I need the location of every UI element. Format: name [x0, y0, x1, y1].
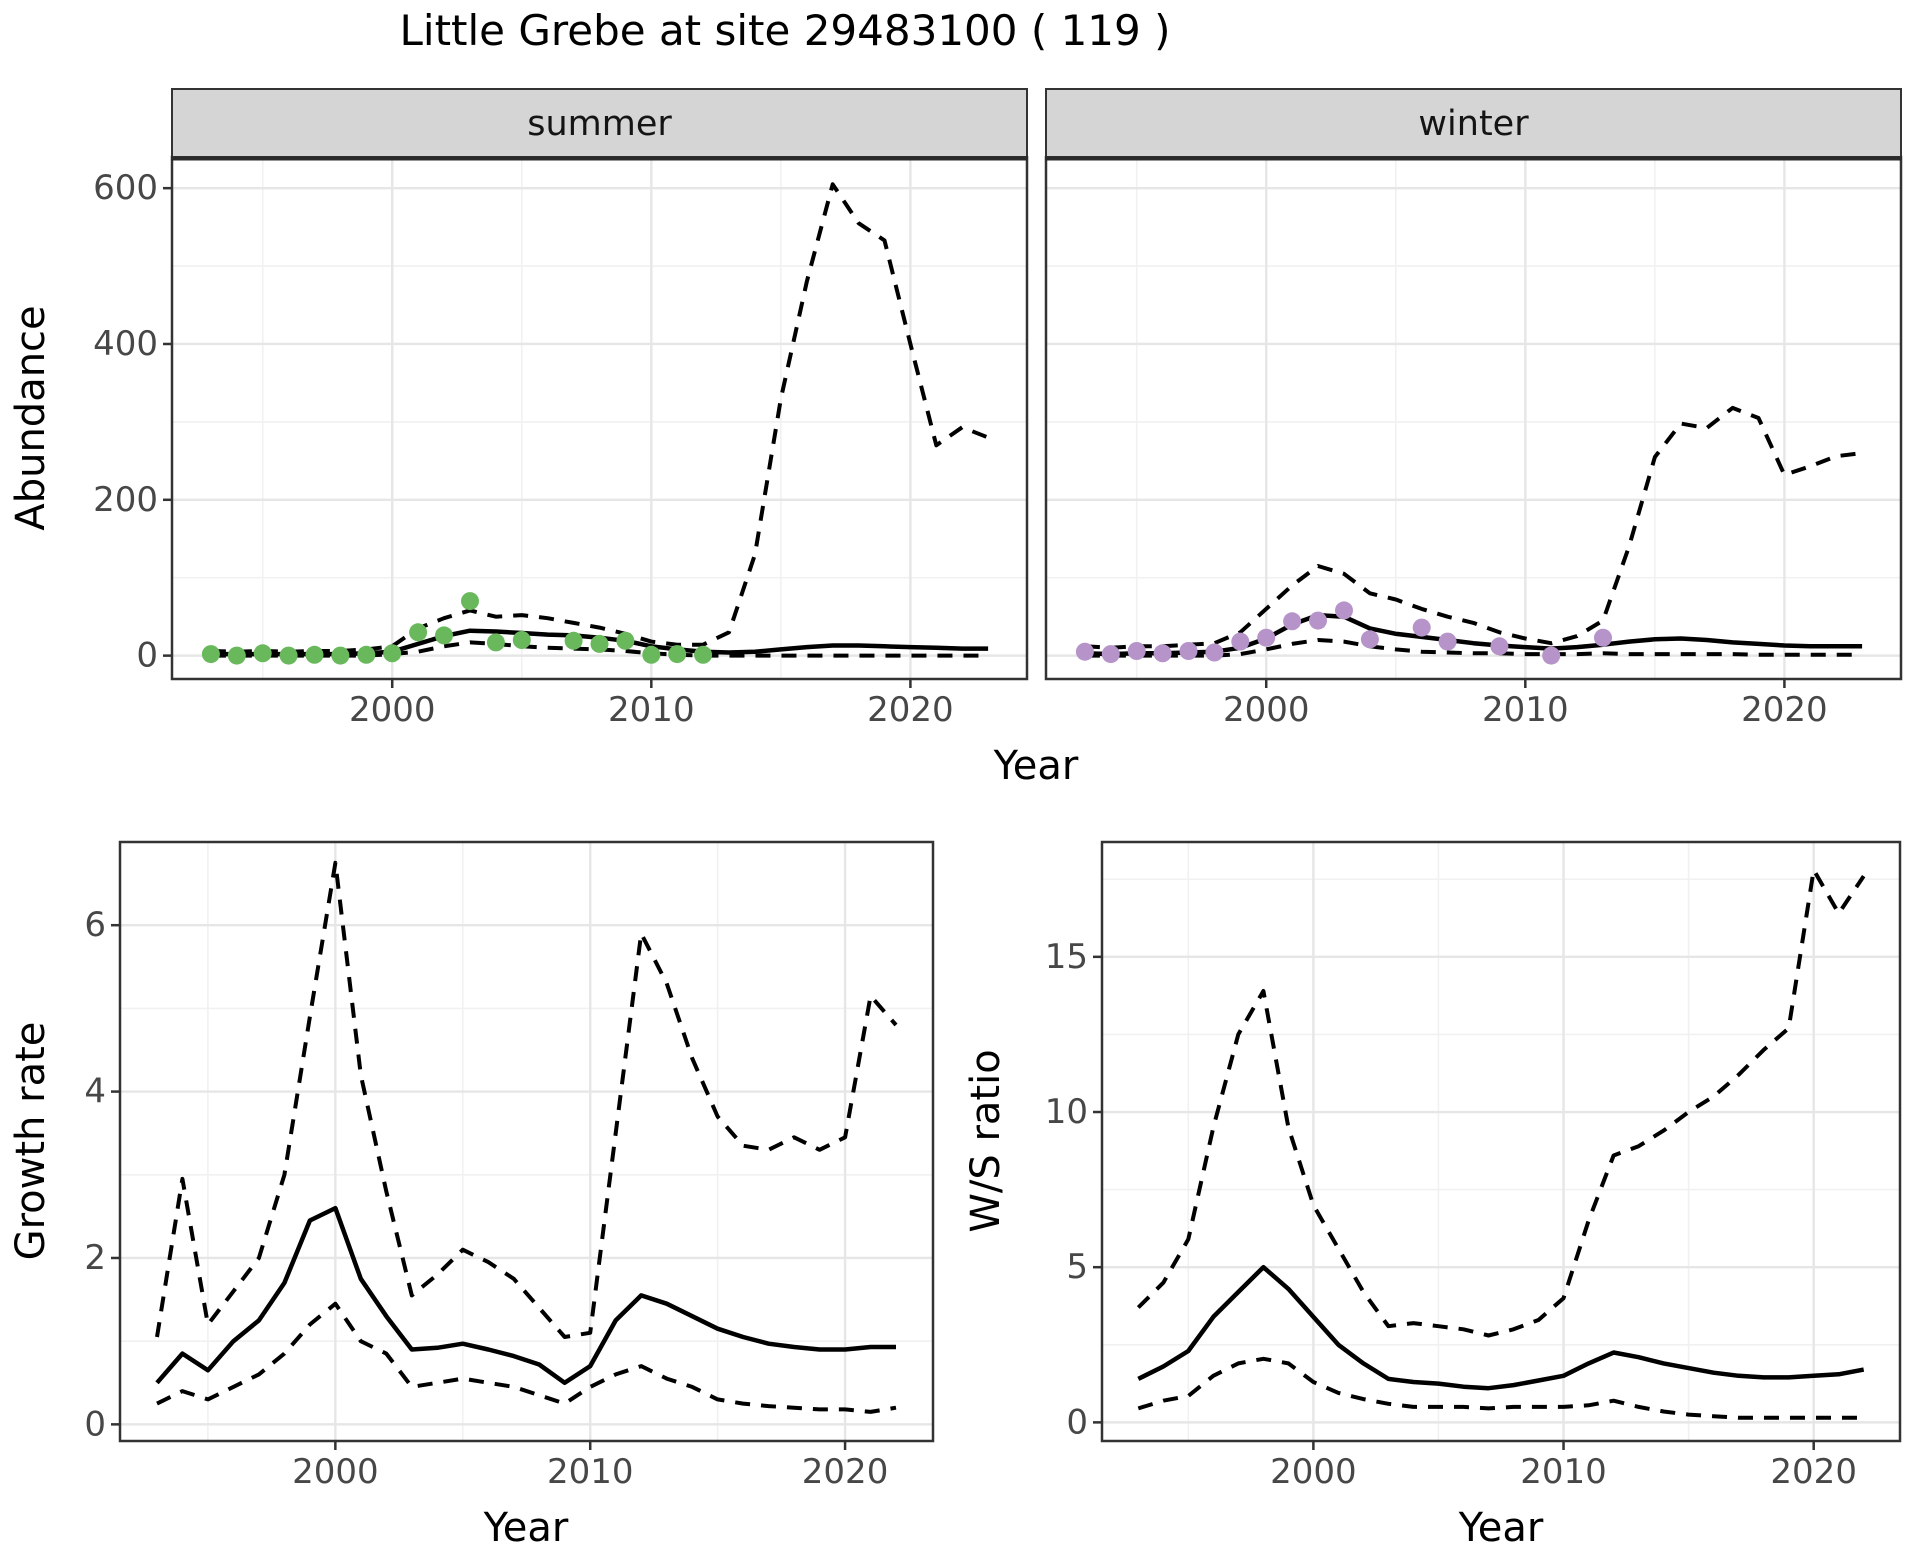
facet-strip-box: [1045, 88, 1902, 158]
panel-background: [120, 842, 933, 1441]
x-tick-label: 2000: [292, 1452, 379, 1492]
panel-abundance-winter: 2000 2010 2020: [1044, 155, 1903, 730]
observed-point: [1205, 643, 1224, 662]
y-tick-label: 0: [136, 636, 158, 676]
x-axis-title-ws-ratio: Year: [1458, 1505, 1544, 1551]
panel-border: [118, 840, 935, 1443]
panel-ws-ratio: 2000 2010 2020 0 5 10 15: [1045, 840, 1902, 1492]
x-tick-label: 2010: [1520, 1452, 1607, 1492]
y-tick-label: 2: [84, 1238, 106, 1278]
upper-ci-line: [155, 860, 898, 1339]
figure-title: Little Grebe at site 29483100 ( 119 ): [399, 6, 1171, 55]
lower-ci-line: [1084, 638, 1863, 658]
observed-point: [1438, 632, 1457, 651]
observed-point: [1153, 644, 1172, 663]
y-tick-label: 10: [1045, 1092, 1088, 1132]
observed-point: [1075, 642, 1094, 661]
observed-point: [1412, 618, 1431, 637]
observed-point: [668, 645, 687, 664]
observed-point: [227, 646, 246, 665]
lower-ci-line: [156, 1301, 897, 1414]
observed-point: [642, 645, 661, 664]
median-line: [155, 1205, 896, 1386]
median-line: [1137, 1264, 1865, 1391]
observed-point: [1257, 628, 1276, 647]
observed-point: [1309, 611, 1327, 630]
observed-point: [409, 623, 428, 642]
facet-strip-box: [171, 88, 1028, 158]
panel-abundance-summer: 2000 2010 2020 0 200 400 600: [93, 155, 1029, 730]
observed-point: [1179, 642, 1198, 660]
observed-point: [1335, 601, 1353, 620]
y-axis-title-ws-ratio: W/S ratio: [963, 1049, 1009, 1232]
x-tick-label: 2010: [547, 1452, 634, 1492]
x-tick-label: 2000: [1270, 1452, 1357, 1492]
y-tick-label: 600: [93, 168, 158, 208]
observed-point: [253, 644, 272, 663]
observed-point: [616, 631, 635, 650]
observed-point: [1360, 630, 1379, 649]
x-tick-label: 2000: [1223, 690, 1310, 730]
x-tick-label: 2010: [1482, 690, 1569, 730]
panel-background: [1046, 157, 1901, 679]
y-tick-label: 4: [84, 1072, 106, 1112]
x-tick-label: 2020: [1770, 1452, 1857, 1492]
observed-point: [435, 626, 453, 645]
x-tick-label: 2020: [1741, 690, 1828, 730]
x-tick-label: 2000: [349, 690, 436, 730]
upper-ci-line: [1084, 405, 1863, 650]
upper-ci-line: [1136, 867, 1866, 1338]
observed-point: [486, 633, 505, 652]
panel-growth-rate: 2000 2010 2020 0 2 4 6: [84, 840, 935, 1492]
y-tick-label: 200: [93, 480, 158, 520]
observed-point: [1490, 637, 1509, 656]
facet-strip-winter: winter: [1045, 88, 1902, 161]
panel-border: [1100, 840, 1902, 1443]
observed-point: [564, 631, 583, 650]
facet-strip-label-winter: winter: [1418, 104, 1529, 144]
lower-ci-line: [1137, 1356, 1864, 1420]
upper-ci-line: [210, 182, 989, 654]
x-tick-label: 2010: [608, 690, 695, 730]
observed-point: [305, 645, 324, 664]
observed-point: [1231, 632, 1250, 651]
x-tick-label: 2020: [867, 690, 954, 730]
y-tick-label: 0: [84, 1404, 106, 1444]
observed-point: [201, 645, 220, 664]
observed-point: [590, 634, 609, 653]
observed-point: [331, 646, 350, 665]
y-axis-title-growth-rate: Growth rate: [8, 1022, 54, 1261]
x-axis-title-growth-rate: Year: [483, 1505, 569, 1551]
observed-point: [279, 646, 298, 665]
observed-point: [512, 631, 531, 649]
observed-point: [1594, 628, 1612, 647]
y-tick-label: 5: [1066, 1247, 1088, 1287]
observed-point: [1101, 645, 1120, 664]
observed-point: [694, 645, 713, 664]
y-axis-title-abundance: Abundance: [8, 305, 54, 530]
y-tick-label: 0: [1066, 1402, 1088, 1442]
observed-point: [383, 644, 402, 663]
observed-point: [1283, 612, 1302, 631]
observed-point: [1542, 646, 1561, 665]
facet-strip-summer: summer: [171, 88, 1028, 161]
x-axis-title-top: Year: [993, 743, 1079, 789]
y-tick-label: 6: [84, 905, 106, 945]
facet-strip-label-summer: summer: [527, 104, 672, 144]
y-tick-label: 15: [1045, 937, 1088, 977]
y-tick-label: 400: [93, 324, 158, 364]
panel-background: [172, 157, 1027, 679]
observed-point: [357, 645, 376, 664]
x-tick-label: 2020: [802, 1452, 889, 1492]
panel-background: [1102, 842, 1900, 1441]
observed-point: [1127, 642, 1146, 660]
observed-point: [461, 592, 479, 611]
